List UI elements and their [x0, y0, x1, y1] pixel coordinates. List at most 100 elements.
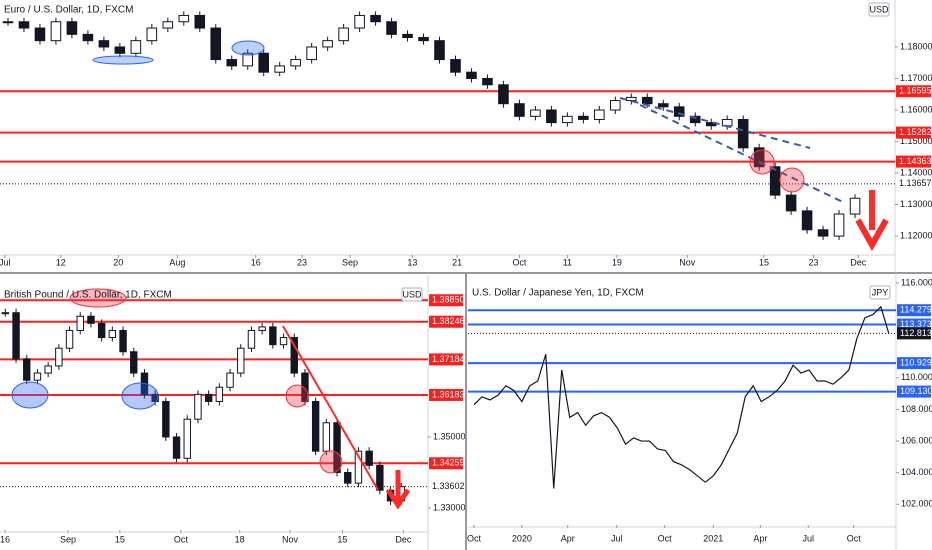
x-tick-label: Oct: [174, 534, 189, 544]
x-tick-label: Oct: [658, 533, 673, 543]
candle: [753, 147, 765, 168]
x-tick-label: Aug: [169, 257, 185, 267]
channel-line: [639, 104, 846, 204]
level-label: 1.37184: [432, 354, 465, 364]
candle: [194, 14, 206, 29]
chart-title: U.S. Dollar / Japanese Yen, 1D, FXCM: [472, 288, 644, 299]
candle: [215, 386, 224, 402]
x-tick-label: Dec: [395, 534, 412, 544]
candle: [242, 52, 254, 67]
candle: [833, 213, 845, 237]
candle: [119, 329, 127, 353]
level-label: 1.38850: [432, 295, 465, 305]
candle: [55, 347, 63, 367]
candle: [673, 106, 685, 117]
x-tick-label: Apr: [561, 533, 575, 543]
candle: [34, 27, 46, 42]
x-tick-label: Oct: [467, 533, 482, 543]
x-tick-label: Dec: [850, 257, 867, 267]
x-tick-label: 11: [563, 257, 572, 267]
candle: [344, 471, 352, 484]
x-tick-label: Jul: [0, 257, 11, 267]
candle: [514, 103, 525, 117]
chart-title: British Pound / U.S. Dollar, 1D, FXCM: [4, 290, 172, 301]
candle: [737, 118, 749, 149]
candle: [498, 84, 509, 105]
level-label: 113.373: [900, 319, 932, 329]
candle: [402, 33, 413, 39]
x-tick-label: 16: [0, 534, 10, 544]
candle: [354, 450, 363, 484]
annotation-circle: [319, 450, 343, 474]
currency-badge: [401, 287, 423, 302]
level-label: 1.16595: [899, 86, 932, 96]
candle: [610, 100, 621, 111]
y-tick-label: 116.000: [901, 277, 932, 287]
arrow: [385, 470, 411, 510]
candle: [82, 33, 94, 42]
candle: [210, 27, 222, 61]
x-tick-label: Oct: [847, 533, 862, 543]
candle: [226, 59, 238, 67]
candle: [386, 21, 397, 35]
chart-title: Euro / U.S. Dollar, 1D, FXCM: [4, 5, 133, 16]
x-tick-label: Oct: [512, 257, 527, 267]
candle: [290, 59, 301, 67]
x-tick-label: Apr: [753, 533, 767, 543]
x-tick-label: Jul: [611, 533, 623, 543]
candle: [578, 115, 589, 120]
x-tick-label: 2020: [512, 533, 532, 543]
candle: [274, 65, 285, 73]
x-tick-label: Sep: [60, 534, 76, 544]
candle: [689, 115, 701, 124]
candle: [258, 326, 266, 331]
candle: [50, 21, 62, 42]
candle: [23, 358, 31, 381]
y-tick-label: 106.000: [901, 435, 932, 445]
candle: [301, 372, 309, 402]
annotation-ellipse: [121, 382, 159, 410]
candle: [12, 312, 20, 360]
candle: [290, 337, 298, 374]
candle: [258, 52, 269, 73]
candle: [269, 326, 277, 346]
candle: [65, 329, 74, 349]
candle: [376, 464, 384, 491]
candle: [33, 372, 42, 381]
x-tick-label: 20: [113, 257, 123, 267]
price-line: [473, 305, 890, 489]
annotation-circle: [749, 149, 775, 175]
candle: [322, 422, 331, 452]
candle: [354, 14, 365, 29]
candle: [466, 71, 477, 79]
x-tick-label: 23: [808, 257, 818, 267]
candle: [482, 77, 493, 86]
candle: [562, 115, 573, 124]
chart-plot: [468, 305, 896, 489]
candle: [108, 329, 117, 339]
candle: [849, 197, 861, 215]
candle: [247, 329, 256, 349]
candle: [146, 27, 158, 42]
x-tick-label: 19: [612, 257, 622, 267]
level-badge: [429, 457, 463, 470]
candle: [641, 96, 653, 105]
annotation-ellipse: [11, 381, 49, 409]
current-price-badge: [429, 480, 463, 493]
annotation-circle: [285, 384, 309, 408]
y-tick-label: 1.33000: [433, 502, 466, 512]
level-badge: [896, 126, 931, 139]
level-label: 114.279: [900, 305, 932, 315]
candle: [530, 109, 541, 117]
candle: [97, 322, 106, 339]
candle: [370, 14, 381, 23]
y-tick-label: 104.000: [901, 467, 932, 477]
x-tick-label: 23: [297, 257, 307, 267]
candle: [237, 347, 245, 374]
candle: [114, 46, 126, 54]
candle: [365, 450, 373, 466]
candle: [279, 337, 288, 346]
x-tick-label: Nov: [282, 534, 299, 544]
level-label: 1.34259: [432, 458, 465, 468]
y-tick-label: 110.000: [901, 372, 932, 382]
